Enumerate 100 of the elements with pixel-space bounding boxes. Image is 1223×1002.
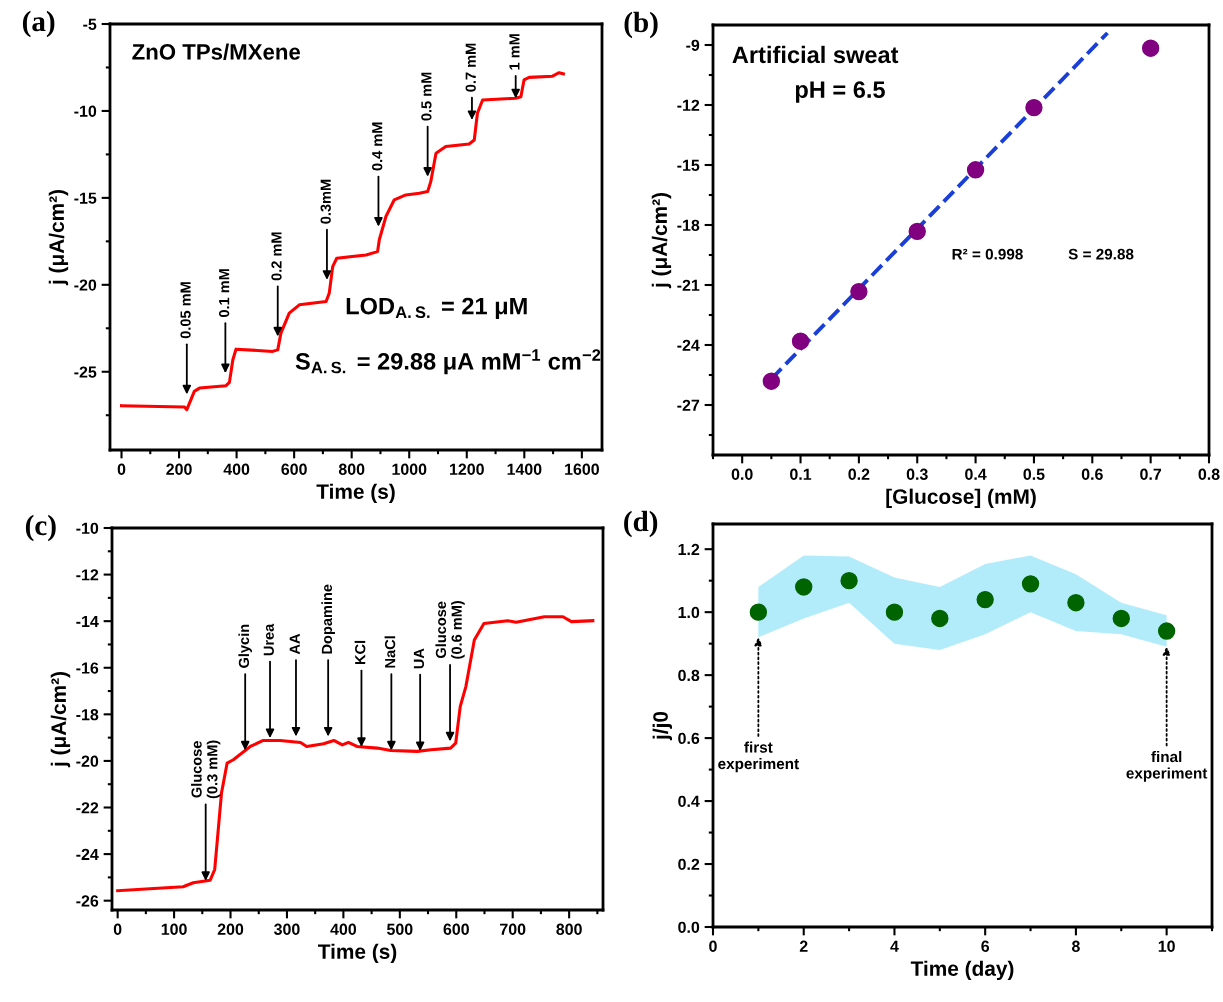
point xyxy=(976,590,994,609)
point xyxy=(908,222,926,241)
x-tick-label: 600 xyxy=(443,923,469,935)
x-tick-label: 400 xyxy=(223,463,250,475)
point xyxy=(749,603,768,621)
annotation: first experiment xyxy=(718,741,799,773)
annotation: 0.4 mM xyxy=(372,122,383,171)
point xyxy=(850,282,868,301)
y-tick-label: -26 xyxy=(76,895,99,907)
annotation: Urea xyxy=(263,623,274,656)
x-tick-label: 200 xyxy=(166,463,192,475)
annotation: 0.3mM xyxy=(320,179,331,224)
annotation: NaCl xyxy=(384,636,396,668)
y-tick-label: 0.8 xyxy=(678,669,700,682)
x-tick-label: 0.3 xyxy=(906,468,928,480)
point xyxy=(840,571,858,590)
annotation: 1 mM xyxy=(509,34,520,70)
y-tick-label: -15 xyxy=(677,159,700,171)
y-axis-title: j (μA/cm²) xyxy=(48,190,69,286)
annotation: KCl xyxy=(354,640,366,665)
x-axis-title: [Glucose] (mM) xyxy=(886,488,1036,509)
x-tick-label: 800 xyxy=(556,923,582,935)
point xyxy=(931,609,949,628)
y-tick-label: -12 xyxy=(76,569,99,581)
annotation: Artificial sweat xyxy=(732,45,899,64)
x-tick-label: 0 xyxy=(117,463,126,475)
annotation: Glucose (0.3 mM) xyxy=(191,740,221,799)
x-tick-label: 700 xyxy=(500,923,526,935)
x-tick-label: 500 xyxy=(387,923,413,935)
x-tick-label: 0.5 xyxy=(1023,468,1045,480)
x-tick-label: 0.0 xyxy=(731,468,753,480)
x-tick-label: 100 xyxy=(161,923,187,935)
y-tick-label: 1.2 xyxy=(678,543,700,555)
annotation: Dopamine xyxy=(321,584,335,654)
x-tick-label: 600 xyxy=(281,463,307,475)
x-tick-label: 1400 xyxy=(507,463,542,475)
annotation: final experiment xyxy=(1126,750,1208,782)
x-axis-title: Time (s) xyxy=(316,483,395,504)
annotation: 0.2 mM xyxy=(271,232,282,281)
y-tick-label: -25 xyxy=(74,366,97,378)
annotation: ZnO TPs/MXene xyxy=(132,43,301,61)
x-tick-label: 300 xyxy=(274,923,300,935)
point xyxy=(885,603,904,621)
chart-title: (a) xyxy=(22,10,55,38)
x-tick-label: 0 xyxy=(709,940,717,952)
point xyxy=(1021,575,1040,593)
y-tick-label: -21 xyxy=(677,279,700,291)
x-tick-label: 0.8 xyxy=(1198,468,1220,480)
x-tick-label: 1200 xyxy=(450,463,484,475)
annotation: pH = 6.5 xyxy=(795,81,885,103)
annotation: 0.05 mM xyxy=(180,282,191,339)
point xyxy=(1141,39,1160,57)
point xyxy=(791,332,810,350)
annotation: S$_{A.S.}$ = 29.88 μA mM$^{−1}$ cm$^{−2}$ xyxy=(295,349,601,375)
y-axis-title: j/j0 xyxy=(652,711,673,741)
y-tick-label: -27 xyxy=(677,399,700,411)
x-tick-label: 6 xyxy=(981,940,990,952)
x-tick-label: 1000 xyxy=(392,463,427,475)
annotation: Glucose (0.6 mM) xyxy=(435,600,465,659)
x-tick-label: 0 xyxy=(113,923,122,935)
annotation: LOD$_{A.S.}$ = 21 μM xyxy=(346,297,527,319)
annotation: UA xyxy=(413,648,425,669)
x-tick-label: 0.6 xyxy=(1081,468,1103,480)
y-tick-label: -18 xyxy=(677,219,700,231)
point xyxy=(966,161,985,179)
x-tick-label: 4 xyxy=(890,940,899,952)
y-tick-label: -18 xyxy=(76,708,99,721)
y-tick-label: -14 xyxy=(76,615,99,627)
y-tick-label: 1.0 xyxy=(678,606,700,619)
annotation: Glycin xyxy=(238,624,252,668)
y-tick-label: -20 xyxy=(76,755,99,767)
x-axis-title: Time (s) xyxy=(317,943,397,964)
y-tick-label: 0.6 xyxy=(678,732,700,745)
point xyxy=(795,578,813,596)
y-tick-label: -22 xyxy=(76,802,99,814)
x-tick-label: 2 xyxy=(799,940,808,952)
x-tick-label: 0.1 xyxy=(790,468,812,480)
point xyxy=(1025,98,1043,117)
y-axis-title: j (μA/cm²) xyxy=(50,672,71,768)
y-tick-label: -10 xyxy=(74,105,97,117)
y-tick-label: -9 xyxy=(686,39,700,51)
y-tick-label: -24 xyxy=(76,848,99,860)
y-tick-label: -20 xyxy=(74,279,97,291)
annotation: R² = 0.998 xyxy=(952,248,1023,260)
y-tick-label: -10 xyxy=(76,522,99,534)
y-axis-title: j (μA/cm²) xyxy=(651,193,672,289)
chart-title: (d) xyxy=(624,510,658,538)
x-tick-label: 0.7 xyxy=(1140,468,1162,480)
x-tick-label: 0.4 xyxy=(965,468,987,480)
annotation: S = 29.88 xyxy=(1068,248,1134,260)
annotation: 0.1 mM xyxy=(218,269,230,318)
x-tick-label: 200 xyxy=(217,923,244,935)
chart-title: (c) xyxy=(25,514,56,542)
point xyxy=(762,372,781,390)
point xyxy=(1157,622,1176,640)
annotation: 0.5 mM xyxy=(421,72,432,121)
y-tick-label: -24 xyxy=(677,339,700,351)
chart-title: (b) xyxy=(624,11,658,39)
y-tick-label: -12 xyxy=(677,99,700,111)
y-tick-label: -15 xyxy=(74,192,97,204)
